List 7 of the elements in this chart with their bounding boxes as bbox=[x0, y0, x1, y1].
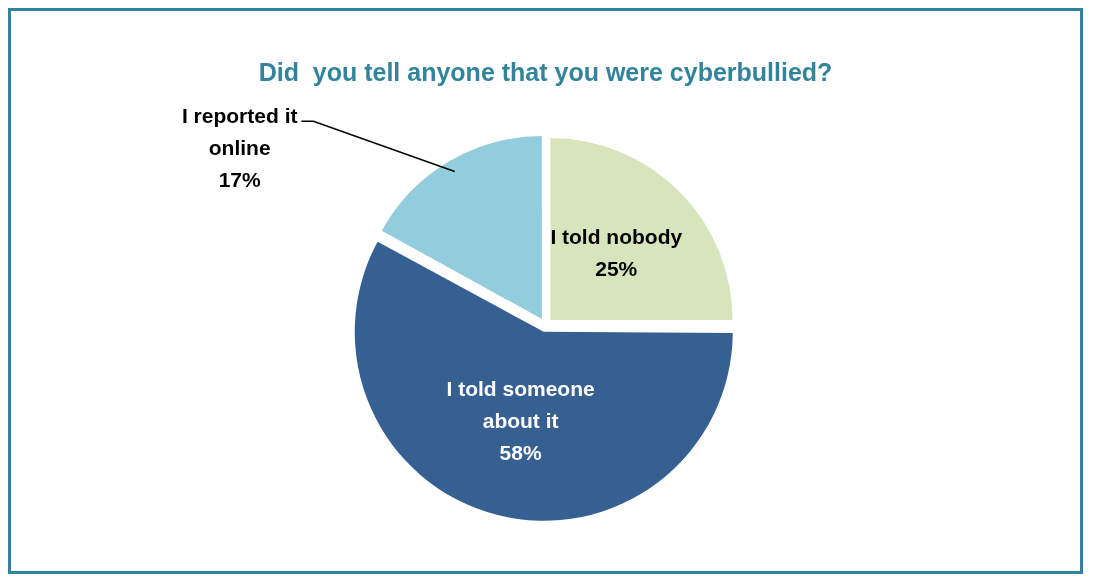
slice-label: I told someone about it bbox=[446, 376, 595, 432]
data-label: 58% bbox=[499, 440, 542, 464]
chart-title: Did you tell anyone that you were cyberbullied? bbox=[258, 57, 833, 86]
data-label: 17% bbox=[218, 167, 262, 191]
slice-label: I told nobody bbox=[550, 225, 683, 249]
slice-label: I reported it online bbox=[181, 103, 298, 159]
data-label: 25% bbox=[595, 257, 638, 281]
